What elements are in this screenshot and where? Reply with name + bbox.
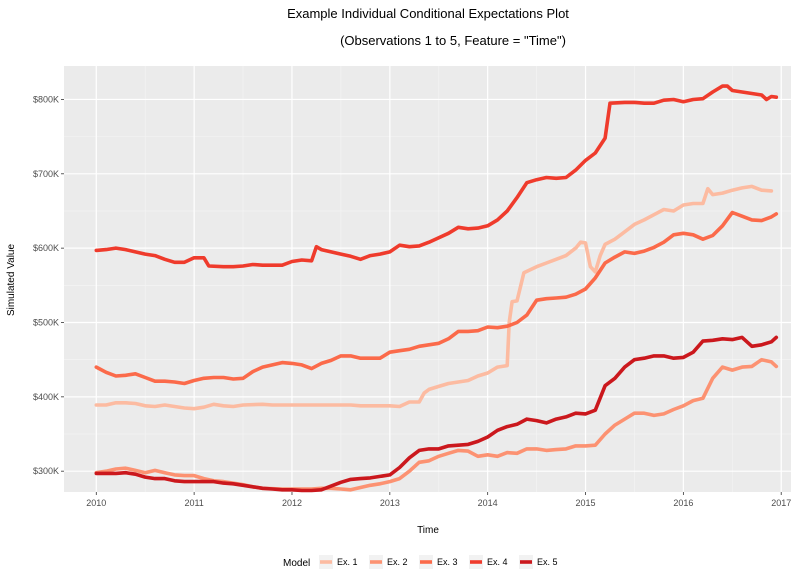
x-axis-title: Time: [417, 525, 439, 536]
series-line-ex-4: [94, 84, 779, 269]
x-tick-label: 2011: [184, 498, 203, 508]
chart-title: Example Individual Conditional Expectati…: [287, 6, 569, 21]
minor-gridlines: [64, 66, 791, 492]
x-tick-label: 2014: [478, 498, 498, 508]
x-tick-label: 2016: [673, 498, 693, 508]
legend-label: Ex. 4: [487, 557, 508, 567]
series-line-ex-1: [94, 184, 774, 411]
x-tick-label: 2012: [282, 498, 302, 508]
y-tick-label: $700K: [33, 169, 59, 179]
y-axis-title: Simulated Value: [6, 244, 17, 317]
legend: Model Ex. 1 Ex. 2 Ex. 3 Ex. 4 Ex. 5: [283, 555, 558, 569]
major-gridlines: [64, 66, 791, 492]
series-lines: [94, 84, 779, 493]
series-line-ex-3: [94, 210, 779, 386]
y-tick-label: $300K: [33, 466, 59, 476]
series-line-ex-2: [94, 357, 779, 492]
x-tick-label: 2013: [380, 498, 400, 508]
y-tick-label: $500K: [33, 317, 59, 327]
legend-title: Model: [283, 558, 310, 569]
y-axis: $300K $400K $500K $600K $700K $800K: [33, 94, 64, 476]
legend-label: Ex. 1: [337, 557, 358, 567]
x-tick-label: 2010: [86, 498, 106, 508]
legend-label: Ex. 2: [387, 557, 408, 567]
y-tick-label: $600K: [33, 243, 59, 253]
legend-label: Ex. 3: [437, 557, 458, 567]
chart-subtitle: (Observations 1 to 5, Feature = "Time"): [340, 33, 566, 48]
y-tick-label: $800K: [33, 94, 59, 104]
plot-panel: [64, 66, 791, 492]
x-tick-label: 2017: [771, 498, 791, 508]
series-line-ex-5: [94, 335, 779, 493]
x-tick-label: 2015: [576, 498, 596, 508]
x-axis: 2010 2011 2012 2013 2014 2015 2016 2017: [86, 492, 791, 508]
y-tick-label: $400K: [33, 392, 59, 402]
legend-label: Ex. 5: [537, 557, 558, 567]
